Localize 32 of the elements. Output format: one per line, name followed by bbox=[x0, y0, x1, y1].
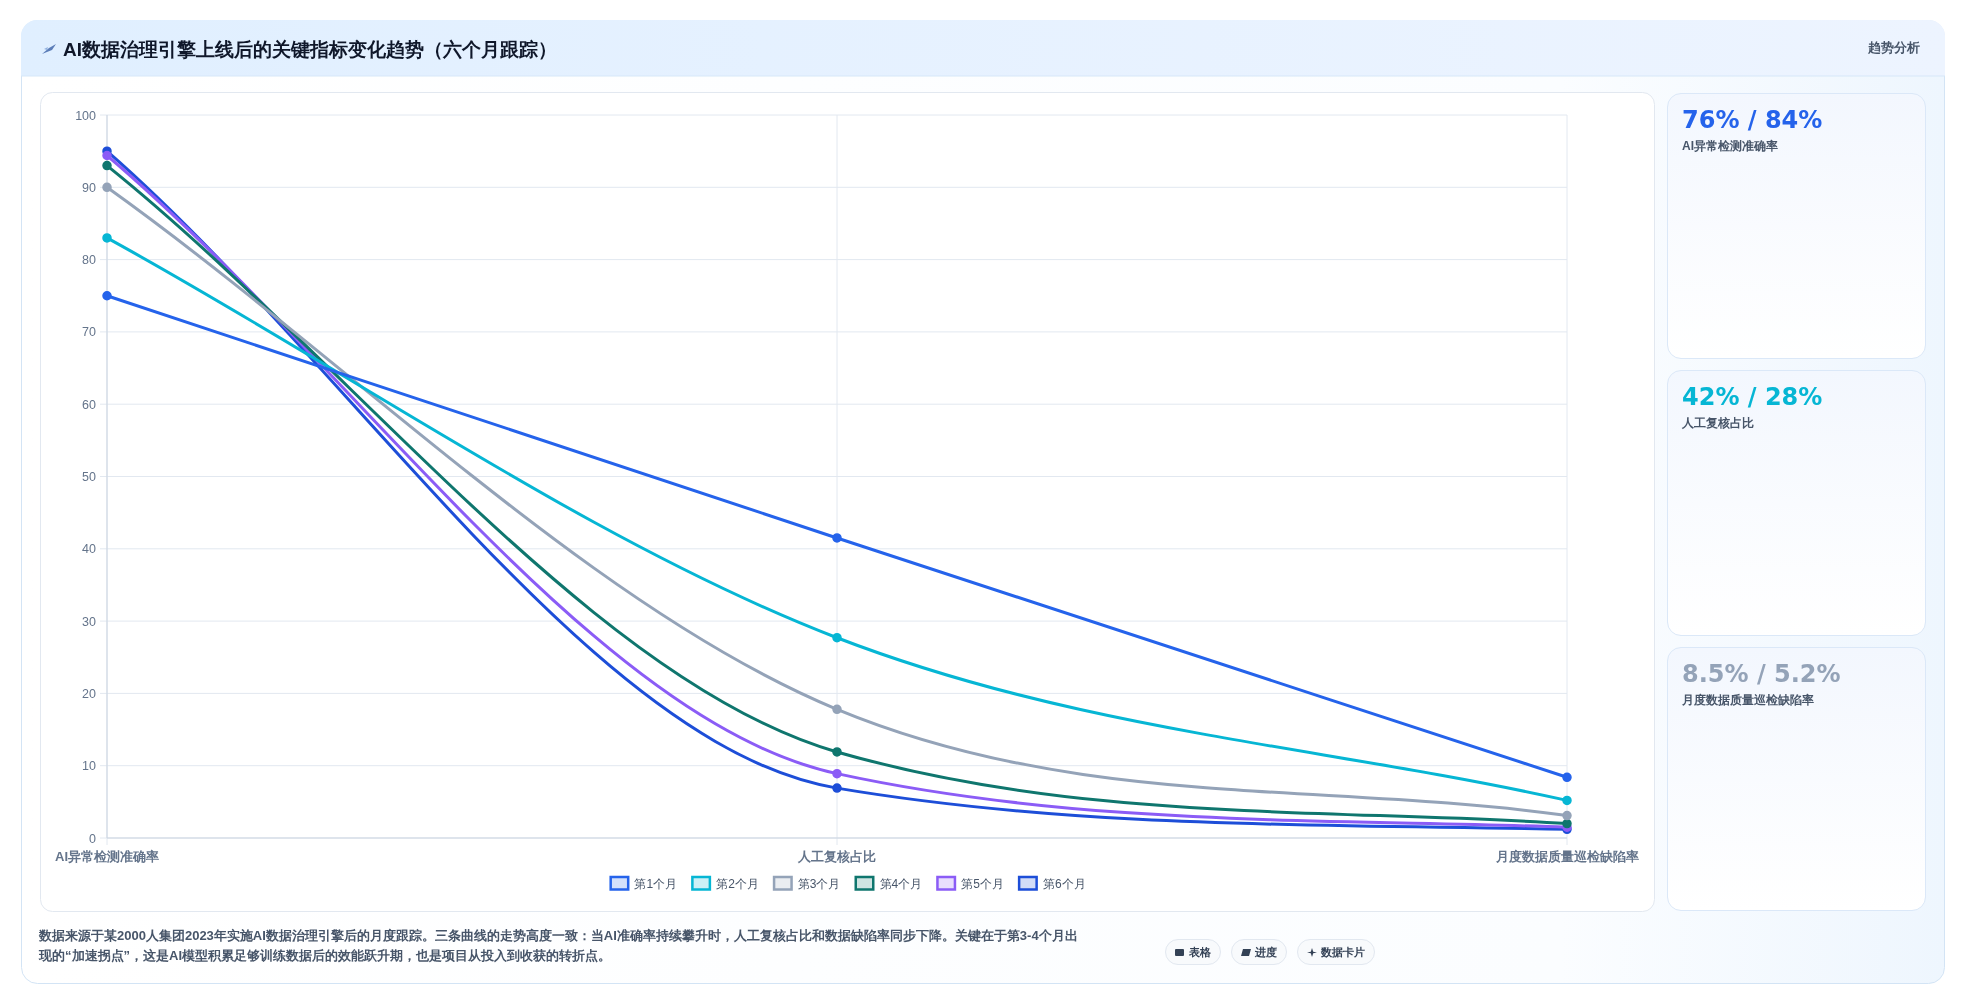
legend-label: 第1个月 bbox=[634, 876, 678, 891]
y-tick-label: 0 bbox=[89, 831, 97, 846]
text: 趋势分析 bbox=[1867, 40, 1920, 55]
text: 数据卡片 bbox=[1321, 944, 1365, 960]
text: 42% / 28% bbox=[1682, 383, 1823, 411]
text: 8.5% / 5.2% bbox=[1682, 660, 1841, 688]
y-tick-label: 20 bbox=[82, 686, 97, 701]
legend-label: 第3个月 bbox=[797, 876, 841, 891]
y-tick-label: 50 bbox=[82, 470, 97, 484]
text: 表格 bbox=[1189, 944, 1211, 960]
chart-title: AI数据治理引擎上线后的关键指标变化趋势（六个月跟踪） bbox=[63, 38, 557, 60]
y-tick-label: 100 bbox=[75, 108, 97, 123]
x-tick-label: AI异常检测准确率 bbox=[55, 849, 159, 864]
legend-label: 第4个月 bbox=[879, 876, 923, 891]
x-tick-label: 月度数据质量巡检缺陷率 bbox=[1494, 849, 1639, 864]
text: 月度数据质量巡检缺陷率 bbox=[1682, 692, 1814, 708]
text: AI异常检测准确率 bbox=[1682, 138, 1778, 154]
x-tick-label: 人工复核占比 bbox=[797, 849, 876, 864]
legend-label: 第2个月 bbox=[716, 876, 759, 891]
y-tick-label: 10 bbox=[82, 759, 97, 774]
y-tick-label: 70 bbox=[82, 325, 97, 340]
text: 数据来源于某2000人集团2023年实施AI数据治理引擎后的月度跟踪。三条曲线的走势高度一致：当AI准确率持续攀升时，人工复核占比和数据缺陷率同步下降。关键在于第3-4个月出现的“加速拐点”，这是AI模型积累足够训练数据后的效能跃升期，也是项目从投入到收获的转折点。 bbox=[39, 927, 1079, 965]
y-tick-label: 60 bbox=[82, 397, 97, 412]
text: 人工复核占比 bbox=[1682, 415, 1754, 431]
legend-label: 第6个月 bbox=[1042, 876, 1086, 891]
text: 76% / 84% bbox=[1682, 106, 1823, 134]
y-tick-label: 40 bbox=[82, 542, 97, 557]
y-tick-label: 30 bbox=[82, 614, 97, 629]
text: 进度 bbox=[1255, 944, 1277, 960]
legend-label: 第5个月 bbox=[961, 876, 1004, 891]
y-tick-label: 90 bbox=[82, 180, 97, 195]
y-tick-label: 80 bbox=[82, 253, 97, 268]
